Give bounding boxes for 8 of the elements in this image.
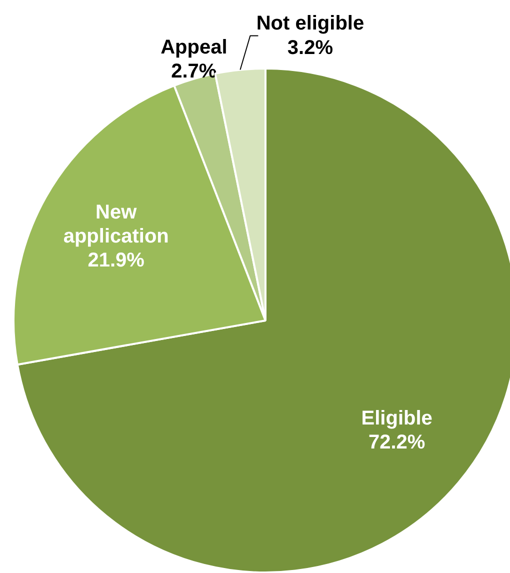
- slice-label: Appeal: [160, 36, 228, 58]
- data-label: 21.9%: [88, 250, 145, 272]
- data-label: 3.2%: [287, 36, 334, 59]
- data-label: 2.7%: [171, 60, 217, 82]
- slice-label: Not eligible: [256, 12, 364, 35]
- data-label: 72.2%: [368, 432, 426, 454]
- slice-label: Eligible: [361, 407, 432, 430]
- slice-label: New application: [63, 201, 169, 248]
